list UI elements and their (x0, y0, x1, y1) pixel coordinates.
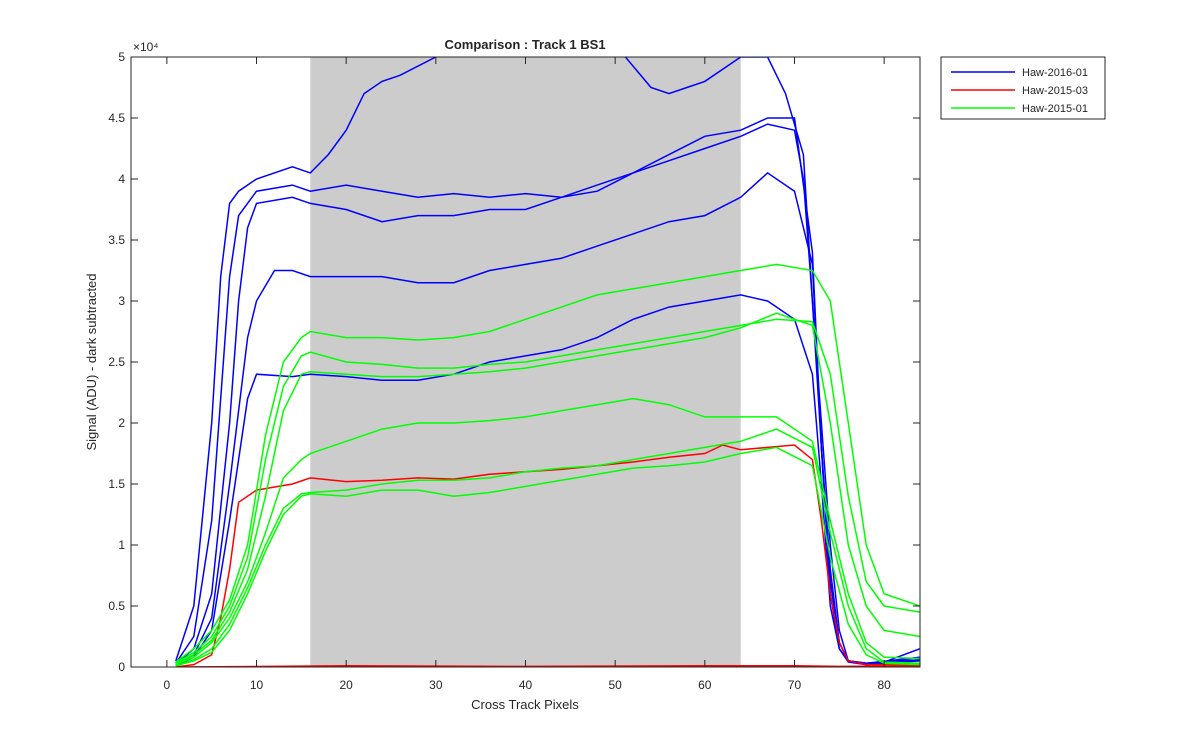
legend-label: Haw-2015-03 (1022, 85, 1088, 97)
y-axis-label: Signal (ADU) - dark subtracted (84, 273, 99, 450)
y-tick-label: 1 (118, 538, 125, 552)
x-tick-label: 20 (340, 678, 354, 692)
y-tick-label: 0.5 (108, 599, 125, 613)
y-tick-label: 2 (118, 416, 125, 430)
series-line-12 (175, 446, 920, 667)
series-line-10 (175, 397, 920, 666)
y-tick-label: 1.5 (108, 477, 125, 491)
y-axis-ticks: 0 0.5 1 1.5 2 2.5 3 3.5 4 4.5 5 (108, 50, 920, 674)
x-tick-label: 10 (250, 678, 264, 692)
x-tick-label: 60 (698, 678, 712, 692)
series-line-9 (175, 312, 920, 666)
y-tick-label: 3.5 (108, 233, 125, 247)
x-tick-label: 30 (429, 678, 443, 692)
chart-title: Comparison : Track 1 BS1 (444, 37, 605, 52)
series-line-3 (175, 171, 920, 666)
x-tick-label: 40 (519, 678, 533, 692)
legend-label: Haw-2016-01 (1022, 67, 1088, 79)
x-tick-label: 80 (877, 678, 891, 692)
y-tick-label: 3 (118, 294, 125, 308)
y-tick-label: 5 (118, 50, 125, 64)
y-tick-label: 4.5 (108, 111, 125, 125)
x-axis-label: Cross Track Pixels (471, 697, 579, 712)
series-line-5 (175, 444, 920, 667)
x-axis-ticks: 0 10 20 30 40 50 60 70 80 (164, 57, 891, 692)
y-tick-label: 0 (118, 660, 125, 674)
legend-label: Haw-2015-01 (1022, 103, 1088, 115)
series-line-7 (175, 263, 920, 663)
y-tick-label: 2.5 (108, 355, 125, 369)
legend: Haw-2016-01 Haw-2015-03 Haw-2015-01 (940, 56, 1106, 120)
x-tick-label: 0 (164, 678, 171, 692)
y-exponent-label: ×10⁴ (133, 40, 159, 54)
x-tick-label: 50 (608, 678, 622, 692)
y-tick-label: 4 (118, 172, 125, 186)
x-tick-label: 70 (788, 678, 802, 692)
series-line-0 (175, 57, 920, 665)
series-layer (175, 57, 920, 667)
series-line-8 (175, 318, 920, 664)
series-line-11 (175, 428, 920, 667)
